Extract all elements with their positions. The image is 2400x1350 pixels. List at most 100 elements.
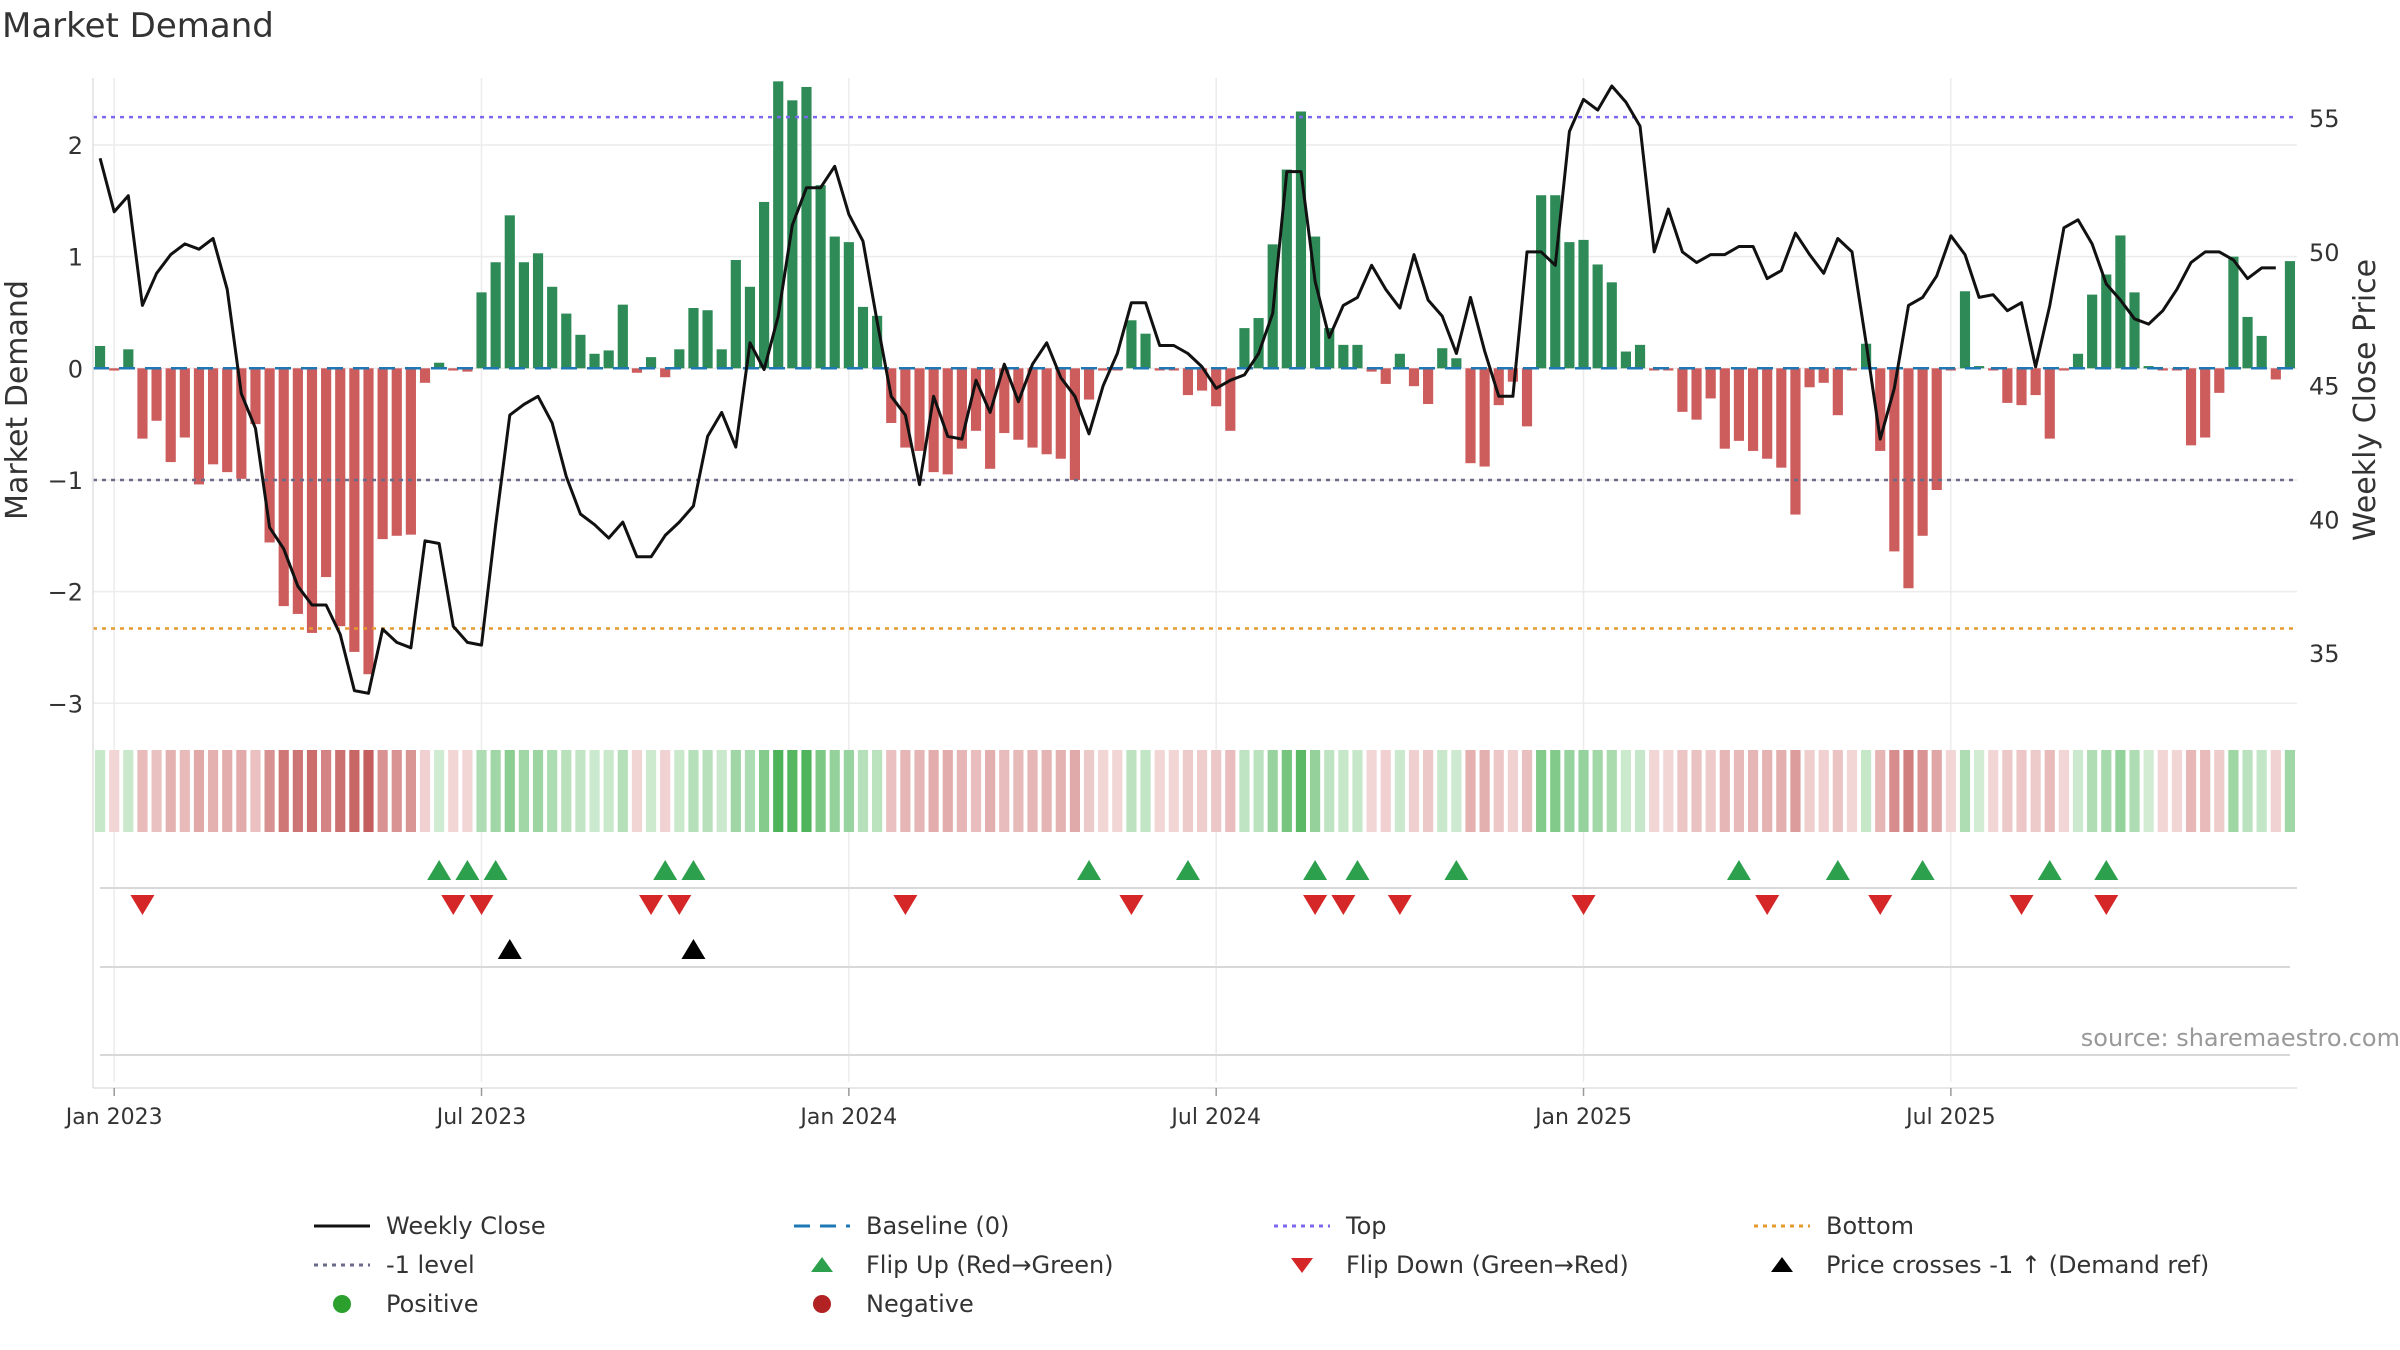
heat-cell [1338,750,1349,832]
price-cross-marker [681,939,706,959]
demand-bar [2058,368,2069,371]
demand-bar [1013,368,1024,440]
heat-cell [1578,750,1589,832]
y2-tick-label: 45 [2309,373,2340,401]
heat-cell [335,750,346,832]
demand-bar [236,368,247,479]
demand-bar [575,334,586,369]
heat-cell [631,750,643,832]
demand-bar [999,368,1010,434]
heat-cell [787,750,798,832]
heat-cell [448,750,459,832]
flip-down-marker [2094,895,2119,915]
demand-bar [1083,368,1095,400]
heat-cell [1903,750,1914,832]
demand-bar [956,368,967,449]
legend-item-bottom: Bottom [1752,1212,1914,1240]
heat-cell [1536,750,1547,832]
heat-cell [2256,750,2267,832]
heat-cell [1310,750,1321,832]
demand-bar [1733,368,1745,441]
demand-bar [1592,264,1603,369]
demand-bar [1394,353,1405,369]
close-price-series [98,84,2276,695]
legend-item-positive: Positive [312,1290,479,1318]
heat-cell [716,750,727,832]
demand-bar [773,81,784,369]
demand-bar [730,259,741,369]
triangle-up-icon [1771,1257,1793,1272]
heat-cell [872,750,883,832]
demand-bar [321,368,332,578]
flip-up-marker [1077,860,1102,880]
heat-cell [1324,750,1335,832]
heat-cell [1564,750,1575,832]
heat-cell [476,750,487,832]
demand-bar [123,349,134,369]
demand-bar [2256,335,2267,369]
demand-bar [2016,368,2027,406]
demand-bar [391,368,402,536]
heat-cell [1493,750,1504,832]
demand-bar [857,306,869,369]
y-tick-label: −1 [48,467,83,495]
heat-cell [1366,750,1377,832]
demand-bar [744,286,756,369]
heat-cell [1521,750,1533,832]
flip-up-marker [455,860,480,880]
flip-up-marker [1175,860,1200,880]
heat-cell [2284,750,2296,832]
demand-bar [702,310,713,369]
demand-bar [476,292,487,369]
demand-heat-strip [94,750,2296,832]
demand-bar [1437,348,1448,369]
legend-label: Baseline (0) [866,1212,1010,1240]
heat-cell [349,750,360,832]
demand-bar [419,368,431,383]
demand-bar [1846,368,1858,371]
demand-bar [448,368,459,371]
demand-bar [2129,292,2140,369]
heat-cell [1239,750,1250,832]
flip-down-marker [1571,895,1596,915]
triangle-down-icon [1291,1258,1313,1273]
heat-cell [94,750,106,832]
heat-cell [2030,750,2041,832]
heat-cell [914,750,925,832]
heat-cell [688,750,699,832]
heat-cell [2242,750,2253,832]
heat-cell [857,750,869,832]
y2-tick-label: 55 [2309,105,2340,133]
demand-bar [1225,368,1236,431]
axes: 2 1 0 −1 −2 −3 55 50 45 40 35 Market Demand Weekly C… [0,78,2383,1130]
demand-bar [1055,368,1066,459]
demand-bar [2030,368,2041,396]
legend-label: Flip Down (Green→Red) [1346,1251,1629,1279]
demand-bar [1126,320,1137,369]
flip-up-marker [427,860,452,880]
demand-bar [985,368,996,469]
demand-bar [193,368,205,485]
heat-cell [123,750,134,832]
heat-cell [843,750,854,832]
heat-cell [2058,750,2069,832]
demand-bar [617,304,628,369]
heat-cell [250,750,261,832]
heat-cell [886,750,897,832]
heat-cell [2115,750,2126,832]
heat-cell [1295,750,1307,832]
flip-up-marker [1825,860,1850,880]
heat-cell [2044,750,2055,832]
heat-cell [377,750,388,832]
reference-lines [93,115,2297,630]
demand-bar [1380,368,1391,384]
demand-bar [306,368,318,633]
heat-cell [1437,750,1448,832]
triangle-up-icon [811,1257,833,1272]
solid-line-icon [314,1224,370,1228]
heat-cell [1762,750,1773,832]
heat-cell [1606,750,1617,832]
heat-cell [1945,750,1956,832]
heat-cell [1267,750,1278,832]
heat-cell [1182,750,1194,832]
